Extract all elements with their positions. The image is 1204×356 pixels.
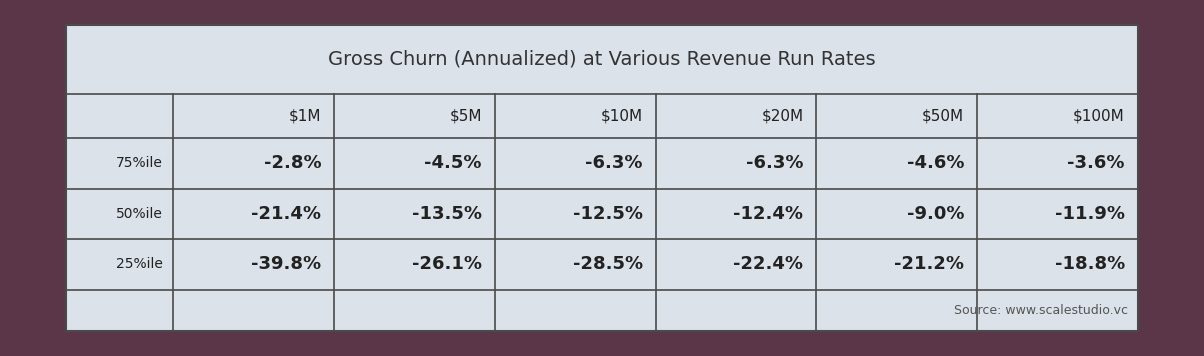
Text: -26.1%: -26.1% bbox=[412, 256, 482, 273]
Text: -28.5%: -28.5% bbox=[573, 256, 643, 273]
Text: -12.4%: -12.4% bbox=[733, 205, 803, 223]
Text: -39.8%: -39.8% bbox=[252, 256, 321, 273]
Text: -4.5%: -4.5% bbox=[425, 155, 482, 172]
Text: -4.6%: -4.6% bbox=[907, 155, 964, 172]
Text: -22.4%: -22.4% bbox=[733, 256, 803, 273]
Text: $50M: $50M bbox=[922, 109, 964, 124]
Text: -21.4%: -21.4% bbox=[252, 205, 321, 223]
Text: Source: www.scalestudio.vc: Source: www.scalestudio.vc bbox=[954, 304, 1128, 317]
Text: -9.0%: -9.0% bbox=[907, 205, 964, 223]
Text: 75%ile: 75%ile bbox=[116, 156, 163, 171]
Text: $20M: $20M bbox=[761, 109, 803, 124]
Text: $1M: $1M bbox=[289, 109, 321, 124]
Text: -12.5%: -12.5% bbox=[573, 205, 643, 223]
Text: -11.9%: -11.9% bbox=[1055, 205, 1125, 223]
Text: -18.8%: -18.8% bbox=[1055, 256, 1125, 273]
Text: -21.2%: -21.2% bbox=[895, 256, 964, 273]
Text: $100M: $100M bbox=[1073, 109, 1125, 124]
Text: Gross Churn (Annualized) at Various Revenue Run Rates: Gross Churn (Annualized) at Various Reve… bbox=[329, 50, 875, 69]
Text: $5M: $5M bbox=[449, 109, 482, 124]
Text: 50%ile: 50%ile bbox=[116, 207, 163, 221]
Text: -6.3%: -6.3% bbox=[746, 155, 803, 172]
Text: -13.5%: -13.5% bbox=[412, 205, 482, 223]
Text: -2.8%: -2.8% bbox=[264, 155, 321, 172]
Text: 25%ile: 25%ile bbox=[116, 257, 163, 272]
Text: -6.3%: -6.3% bbox=[585, 155, 643, 172]
Text: $10M: $10M bbox=[601, 109, 643, 124]
FancyBboxPatch shape bbox=[66, 25, 1138, 331]
Text: -3.6%: -3.6% bbox=[1068, 155, 1125, 172]
